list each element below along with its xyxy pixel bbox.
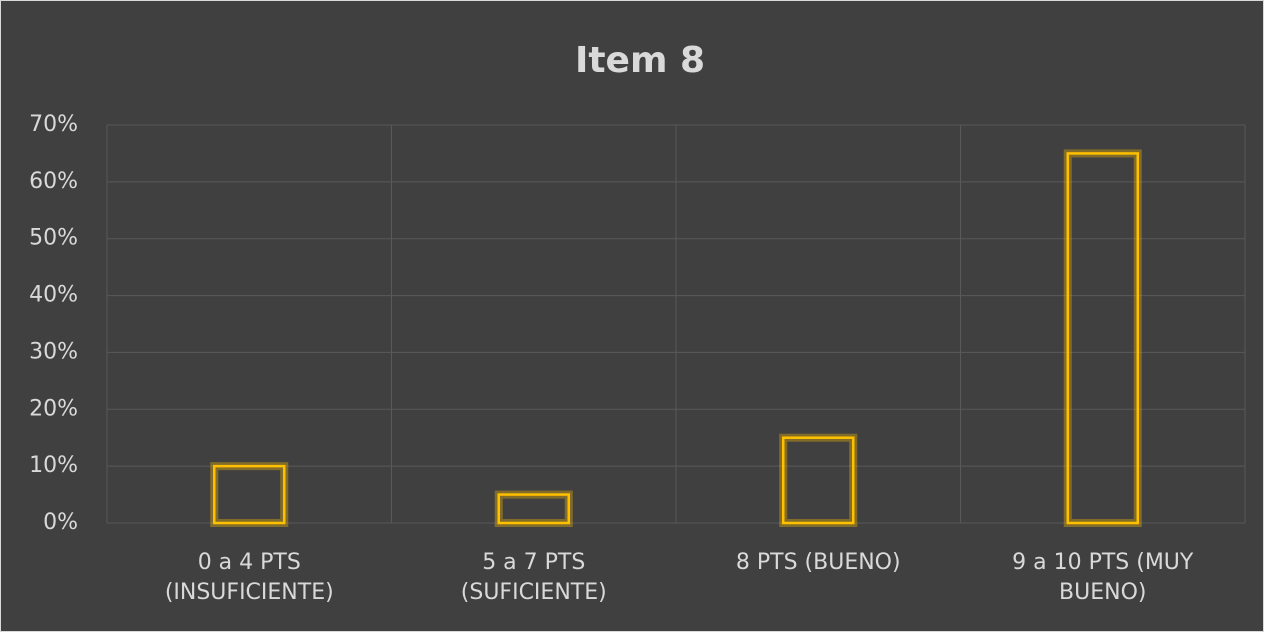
- bar: [497, 493, 570, 525]
- y-tick-label: 30%: [29, 339, 78, 364]
- y-tick-label: 0%: [43, 510, 78, 535]
- x-tick-label: 5 a 7 PTS (SUFICIENTE): [460, 550, 607, 605]
- chart-title: Item 8: [575, 40, 705, 81]
- y-tick-label: 60%: [29, 169, 78, 194]
- x-tick-label: 0 a 4 PTS (INSUFICIENTE): [164, 550, 334, 605]
- bar: [1066, 152, 1139, 525]
- x-tick-label: 8 PTS (BUENO): [735, 550, 901, 575]
- y-tick-label: 20%: [29, 396, 78, 421]
- y-tick-label: 10%: [29, 453, 78, 478]
- bar: [782, 436, 855, 525]
- bar: [213, 464, 286, 525]
- x-tick-label: 9 a 10 PTS (MUY BUENO): [1012, 550, 1194, 605]
- y-tick-label: 40%: [29, 283, 78, 308]
- y-tick-label: 70%: [29, 112, 78, 137]
- y-tick-label: 50%: [29, 226, 78, 251]
